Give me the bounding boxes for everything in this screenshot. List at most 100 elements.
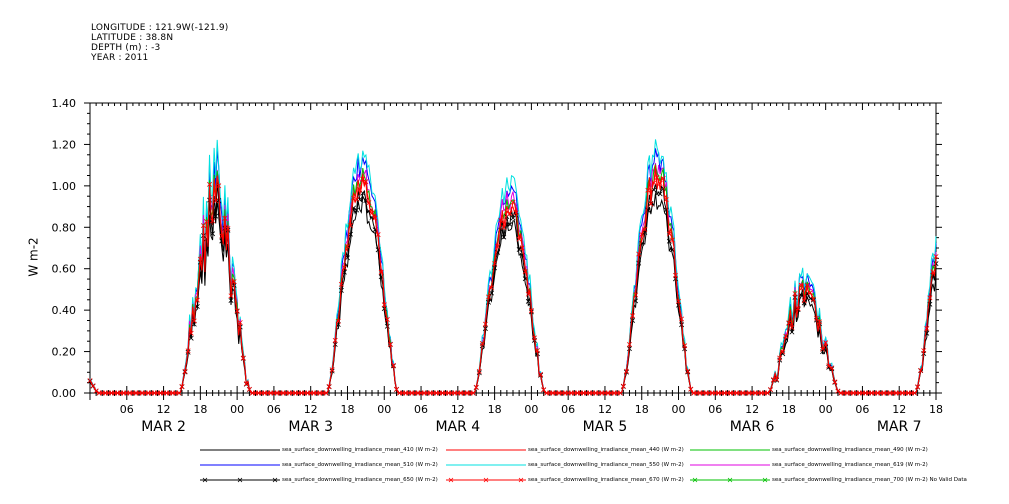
- series-marker: [384, 317, 390, 322]
- series-marker: [645, 187, 651, 193]
- series-marker: [633, 292, 639, 298]
- x-hour-label: 06: [120, 403, 134, 416]
- legend-marker: [237, 477, 243, 483]
- series-marker: [912, 390, 918, 396]
- series-marker: [915, 384, 921, 390]
- series-marker: [636, 260, 642, 266]
- series-marker: [513, 210, 519, 216]
- legend-marker: [272, 477, 278, 483]
- series-marker: [495, 243, 501, 249]
- series-marker: [394, 386, 400, 392]
- series-marker: [473, 384, 479, 390]
- header-depth: DEPTH (m) : -3: [91, 43, 161, 53]
- series-marker: [228, 293, 234, 299]
- series-marker: [823, 340, 829, 346]
- series-marker: [210, 231, 216, 237]
- x-hour-label: 00: [377, 403, 391, 416]
- series-marker: [516, 247, 522, 253]
- series-marker: [525, 298, 531, 304]
- legend-label: sea_surface_downwelling_irradiance_mean_…: [282, 462, 438, 468]
- series-marker: [927, 295, 933, 301]
- series-marker: [767, 387, 773, 393]
- series-marker: [216, 183, 222, 189]
- series-marker: [93, 388, 99, 394]
- series-marker: [666, 231, 672, 237]
- series-marker: [921, 348, 927, 354]
- x-hour-label: 06: [855, 403, 869, 416]
- series-marker: [786, 320, 792, 326]
- legend-label: sea_surface_downwelling_irradiance_mean_…: [772, 462, 928, 468]
- series-marker: [817, 319, 823, 325]
- legend-label: sea_surface_downwelling_irradiance_mean_…: [772, 477, 967, 483]
- series-marker: [194, 297, 200, 303]
- series-marker: [933, 254, 939, 260]
- series-marker: [516, 236, 522, 242]
- header-latitude: LATITUDE : 38.8N: [91, 33, 174, 43]
- series-marker: [341, 265, 347, 271]
- series-marker: [375, 232, 381, 238]
- series-marker: [344, 255, 350, 261]
- series-marker: [387, 342, 393, 347]
- series-marker: [519, 245, 525, 251]
- header-year: YEAR : 2011: [91, 53, 149, 63]
- y-tick-label: 1.20: [52, 138, 77, 151]
- series-marker: [795, 306, 801, 311]
- x-hour-label: 06: [267, 403, 281, 416]
- series-marker: [528, 308, 534, 313]
- series-marker: [810, 296, 816, 302]
- series-marker: [354, 196, 360, 202]
- x-hour-label: 06: [708, 403, 722, 416]
- series-marker: [804, 282, 810, 288]
- series-marker: [344, 243, 350, 249]
- series-marker: [783, 333, 789, 339]
- series-marker: [672, 272, 678, 278]
- series-marker: [191, 318, 197, 324]
- x-hour-label: 00: [672, 403, 686, 416]
- legend-marker: [692, 477, 698, 483]
- x-day-label: MAR 5: [583, 419, 628, 435]
- series-marker: [87, 378, 93, 384]
- series-marker: [501, 234, 507, 240]
- series-marker: [617, 390, 623, 396]
- y-tick-label: 0.60: [52, 263, 77, 276]
- x-hour-label: 18: [340, 403, 354, 416]
- series-marker: [222, 215, 228, 221]
- y-tick-label: 0.20: [52, 346, 77, 359]
- x-day-label: MAR 7: [877, 419, 922, 435]
- legend-swatch: [446, 477, 526, 483]
- series-marker: [357, 187, 363, 193]
- x-hour-label: 12: [304, 403, 318, 416]
- series-marker: [179, 383, 185, 389]
- legend-marker: [762, 477, 768, 483]
- y-tick-label: 0.80: [52, 221, 77, 234]
- legend-label: sea_surface_downwelling_irradiance_mean_…: [772, 447, 928, 453]
- legend-marker: [518, 477, 524, 483]
- series-marker: [620, 383, 626, 389]
- series-marker: [390, 362, 396, 368]
- series-marker: [351, 195, 357, 201]
- x-hour-label: 00: [230, 403, 244, 416]
- series-marker: [384, 323, 390, 329]
- series-marker: [826, 363, 832, 369]
- x-day-label: MAR 3: [288, 419, 333, 435]
- x-hour-label: 18: [929, 403, 943, 416]
- series-marker: [335, 318, 341, 324]
- series-marker: [801, 300, 807, 306]
- legend-label: sea_surface_downwelling_irradiance_mean_…: [282, 447, 438, 453]
- x-day-label: MAR 2: [141, 419, 186, 435]
- series-marker: [237, 320, 243, 326]
- series-marker: [777, 355, 783, 361]
- series-marker: [798, 282, 804, 288]
- series-marker: [476, 368, 482, 374]
- series-marker: [489, 290, 495, 296]
- series-marker: [657, 180, 663, 186]
- series-marker: [348, 222, 354, 228]
- legend-label: sea_surface_downwelling_irradiance_mean_…: [282, 477, 438, 483]
- x-hour-label: 06: [414, 403, 428, 416]
- x-hour-label: 12: [598, 403, 612, 416]
- series-marker: [657, 191, 663, 197]
- series-marker: [835, 388, 841, 394]
- series-marker: [538, 371, 544, 377]
- series-marker: [213, 198, 219, 204]
- series-marker: [774, 376, 780, 382]
